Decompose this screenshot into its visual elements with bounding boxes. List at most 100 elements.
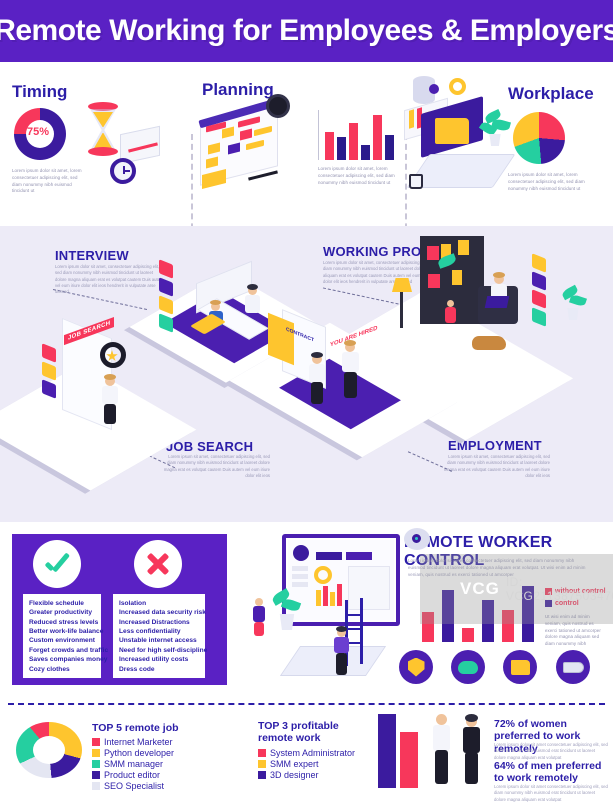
list-item: System Administrator <box>258 748 355 758</box>
legend-swatch <box>258 760 266 768</box>
cylinder-shape <box>413 76 435 104</box>
legend-swatch <box>92 749 100 757</box>
laptop-icon <box>484 296 510 308</box>
timing-body-text: Lorem ipsum dolor sit amet, lorem consec… <box>12 168 82 194</box>
stat-headline-women: 72% of women preferred to work remotely <box>494 718 581 755</box>
clock-icon <box>266 94 290 118</box>
watermark-id: ID: VCG211387503470 <box>505 575 613 603</box>
list-item: Saves companies money <box>29 656 108 664</box>
dot-shape <box>429 84 439 94</box>
timing-donut-value: 75% <box>27 126 50 138</box>
list-item: Flexible schedule <box>29 600 84 607</box>
pros-badge <box>33 540 81 588</box>
ladder-icon <box>345 600 348 666</box>
legend-label: Internet Marketer <box>104 737 173 747</box>
pros-cons-panel: Flexible schedule Greater productivity R… <box>12 534 227 685</box>
step-body-job-search: Lorem ipsum sit amet, consectetuer adipi… <box>163 454 270 478</box>
list-item: SEO Specialist <box>92 781 174 791</box>
bar-control <box>442 590 454 642</box>
legend-label: SMM expert <box>270 759 319 769</box>
legend-swatch <box>92 771 100 779</box>
legend-swatch <box>258 749 266 757</box>
planning-bar-chart <box>318 110 394 160</box>
workplace-pie-chart <box>513 112 565 164</box>
step-body-interview: Lorem ipsum dolor sit amet, consectetuer… <box>55 264 164 295</box>
check-icon <box>44 551 70 577</box>
bar-control <box>522 586 534 642</box>
legend-item-without-control: without control <box>545 588 606 595</box>
list-item: SMM expert <box>258 759 355 769</box>
rwc-note-text: Ut wisi enim ad minim veniam, quis nostr… <box>545 614 601 647</box>
app-chip <box>42 343 56 363</box>
bottom-bar-sysadmin <box>400 732 418 788</box>
lamp-icon <box>392 278 412 292</box>
list-item: SMM manager <box>92 759 174 769</box>
bar-without-control <box>422 612 434 642</box>
bottom-divider <box>8 703 605 705</box>
bar-without-control <box>462 628 474 642</box>
cloud-glyph <box>458 660 478 674</box>
list-item: Custom environment <box>29 637 95 645</box>
table-widget <box>348 566 390 610</box>
keyboard-icon <box>279 646 387 676</box>
top5-title: TOP 5 remote job <box>92 722 179 734</box>
step-title-job-search: JOB SEARCH <box>166 439 254 454</box>
folder-icon <box>503 650 537 684</box>
book <box>427 246 439 260</box>
bar <box>337 137 346 160</box>
list-item: Unstable internet access <box>119 637 197 645</box>
bottom-bar-3d-designer <box>378 714 396 788</box>
folder-icon <box>435 118 469 144</box>
avatar <box>293 545 309 561</box>
security-camera-icon <box>556 650 590 684</box>
watermark-overlay: VCG ID: VCG211387503470 <box>420 554 613 624</box>
ring-shape <box>449 78 466 95</box>
list-item: Forget crowds and traffic <box>29 646 109 654</box>
list-item: Isolation <box>119 600 147 607</box>
rwc-bar-chart <box>420 584 540 642</box>
section-title-workplace: Workplace <box>508 84 594 103</box>
stat-body-women: Lorem ipsum dolor sit amet consectetuer … <box>494 742 608 760</box>
list-item: Dress code <box>119 665 155 673</box>
list-item: 3D designer <box>258 770 355 780</box>
rwc-title: REMOTE WORKER CONTROL <box>404 534 553 569</box>
top-band: Timing 75% Lorem ipsum dolor sit amet, l… <box>0 62 613 279</box>
cons-list: Isolation Increased data security risk I… <box>113 594 207 678</box>
dog-illustration <box>472 336 506 350</box>
app-chip <box>532 253 546 273</box>
list-item: Better work-life balance <box>29 628 104 636</box>
step-body-employment: Lorem ipsum sit amet, consectetuer adipi… <box>443 454 550 478</box>
bar <box>385 135 394 160</box>
section-title-planning: Planning <box>202 80 274 99</box>
divider-2 <box>405 134 407 279</box>
list-item: Increased data security risk <box>119 609 206 617</box>
legend-item-control: control <box>545 600 579 607</box>
cons-badge <box>134 540 182 588</box>
webcam-lens <box>412 534 421 543</box>
legend-label: without control <box>555 588 606 595</box>
magnifier-icon <box>100 342 126 368</box>
list-item: Less confidentiality <box>119 628 181 636</box>
legend-label: 3D designer <box>270 770 319 780</box>
legend-swatch <box>545 600 552 607</box>
legend-swatch <box>258 771 266 779</box>
legend-swatch <box>92 782 100 790</box>
legend-label: System Administrator <box>270 748 356 758</box>
legend-swatch <box>92 738 100 746</box>
legend-label: SEO Specialist <box>104 781 165 791</box>
watermark-logo: VCG <box>460 579 500 598</box>
top3-title: TOP 3 profitable remote work <box>258 720 339 745</box>
list-item: Product editor <box>92 770 174 780</box>
cross-icon <box>145 551 171 577</box>
legend-label: control <box>555 600 579 607</box>
cloud-lock-icon <box>451 650 485 684</box>
stat-body-men: Lorem ipsum dolor sit amet consectetuer … <box>494 784 608 802</box>
list-item: Greater productivity <box>29 609 93 617</box>
top3-legend: System Administrator SMM expert 3D desig… <box>258 748 355 781</box>
legend-label: Product editor <box>104 770 161 780</box>
divider-1 <box>191 134 193 279</box>
book <box>428 274 440 288</box>
app-chip <box>532 289 546 309</box>
book <box>452 270 462 285</box>
bar <box>325 132 334 160</box>
